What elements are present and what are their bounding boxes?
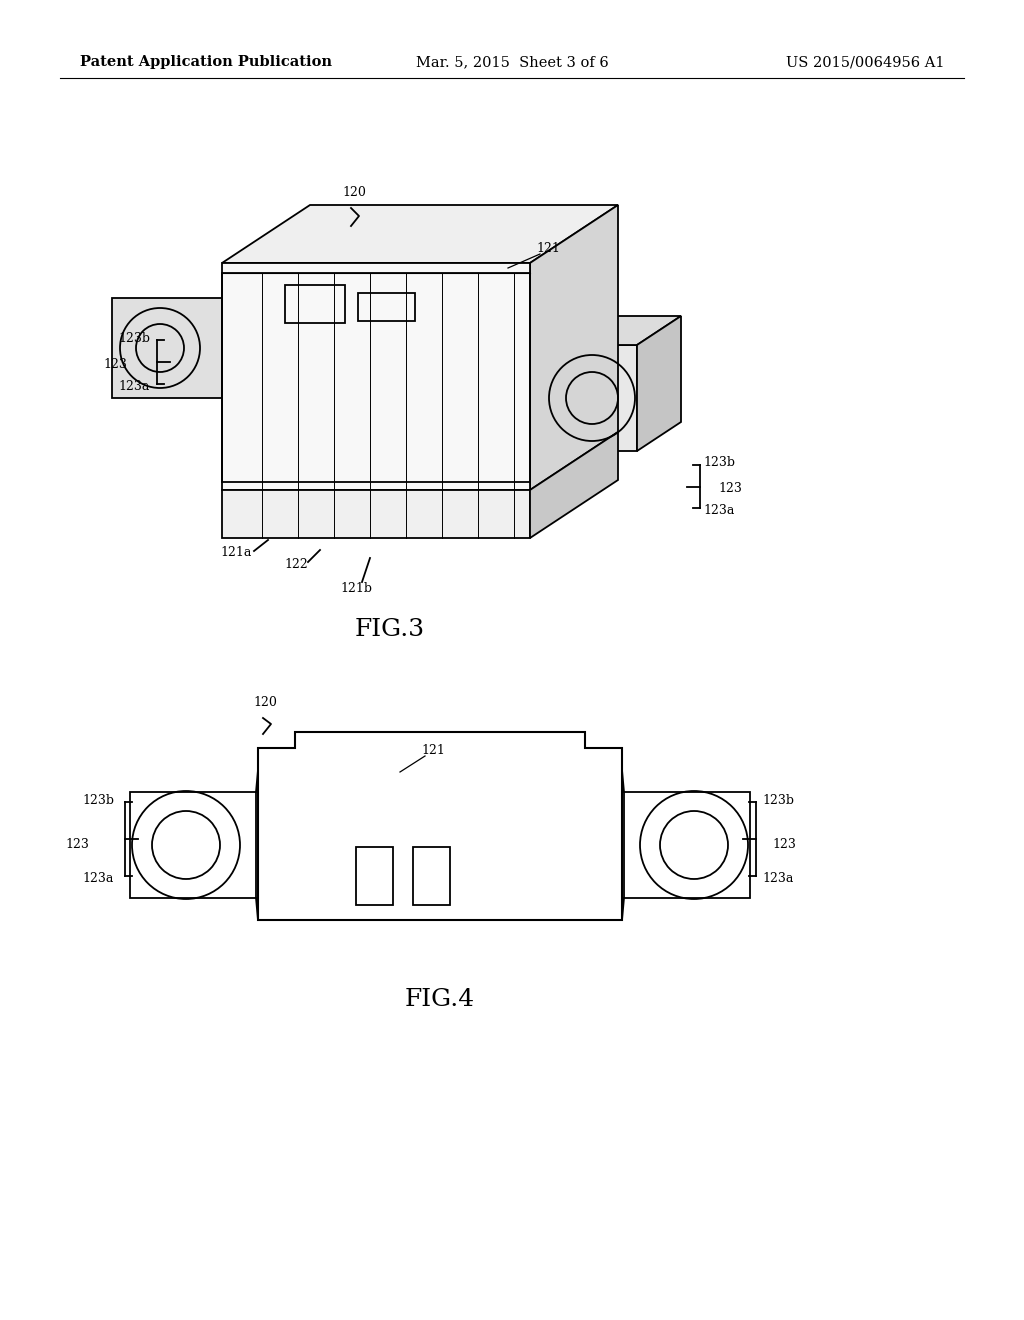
Polygon shape [222,490,530,539]
Text: 123: 123 [772,838,796,851]
Text: 121: 121 [421,743,445,756]
Text: Patent Application Publication: Patent Application Publication [80,55,332,69]
Text: 121b: 121b [340,582,372,594]
Polygon shape [637,315,681,451]
Polygon shape [532,345,637,451]
Text: 121: 121 [536,242,560,255]
Text: US 2015/0064956 A1: US 2015/0064956 A1 [785,55,944,69]
Text: 123a: 123a [118,380,150,392]
Text: 123b: 123b [82,793,114,807]
Text: 121a: 121a [220,546,252,560]
Text: 123a: 123a [82,871,114,884]
Polygon shape [532,315,681,345]
Text: Mar. 5, 2015  Sheet 3 of 6: Mar. 5, 2015 Sheet 3 of 6 [416,55,608,69]
Text: FIG.3: FIG.3 [355,619,425,642]
Polygon shape [112,298,222,399]
Text: 123b: 123b [762,793,794,807]
Text: 123b: 123b [703,455,735,469]
Polygon shape [222,205,618,263]
Text: 120: 120 [253,696,276,709]
Text: FIG.4: FIG.4 [404,989,475,1011]
Polygon shape [530,205,618,490]
Text: 123: 123 [718,483,741,495]
Text: 123a: 123a [703,503,734,516]
Polygon shape [222,263,530,490]
Text: 123: 123 [103,359,127,371]
Text: 123a: 123a [762,871,794,884]
Text: 122: 122 [284,558,308,572]
Polygon shape [530,432,618,539]
Text: 123: 123 [65,838,89,851]
Text: 123b: 123b [118,331,150,345]
Text: 120: 120 [342,186,366,198]
